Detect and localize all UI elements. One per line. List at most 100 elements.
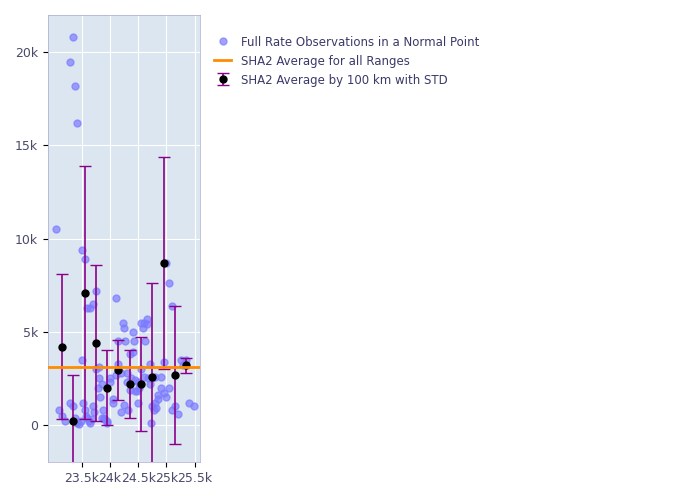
Full Rate Observations in a Normal Point xyxy=(88,402,99,410)
Full Rate Observations in a Normal Point xyxy=(104,378,116,386)
Full Rate Observations in a Normal Point xyxy=(148,406,160,414)
Full Rate Observations in a Normal Point xyxy=(124,350,135,358)
Full Rate Observations in a Normal Point xyxy=(153,395,164,403)
Full Rate Observations in a Normal Point xyxy=(71,419,83,427)
Full Rate Observations in a Normal Point xyxy=(128,337,139,345)
Full Rate Observations in a Normal Point xyxy=(69,414,80,422)
Full Rate Observations in a Normal Point xyxy=(76,246,88,254)
Full Rate Observations in a Normal Point xyxy=(85,419,96,427)
Full Rate Observations in a Normal Point xyxy=(147,402,158,410)
Full Rate Observations in a Normal Point xyxy=(130,388,141,396)
Full Rate Observations in a Normal Point xyxy=(121,378,132,386)
Full Rate Observations in a Normal Point xyxy=(107,395,118,403)
Full Rate Observations in a Normal Point xyxy=(104,374,116,382)
Full Rate Observations in a Normal Point xyxy=(90,365,101,373)
Full Rate Observations in a Normal Point xyxy=(83,418,94,426)
Full Rate Observations in a Normal Point xyxy=(132,378,144,386)
Full Rate Observations in a Normal Point xyxy=(68,402,79,410)
Full Rate Observations in a Normal Point xyxy=(178,362,189,370)
Full Rate Observations in a Normal Point xyxy=(169,402,181,410)
Full Rate Observations in a Normal Point xyxy=(130,376,141,384)
Full Rate Observations in a Normal Point xyxy=(113,360,124,368)
Full Rate Observations in a Normal Point xyxy=(147,374,158,382)
Full Rate Observations in a Normal Point xyxy=(134,384,145,392)
Full Rate Observations in a Normal Point xyxy=(137,324,148,332)
Full Rate Observations in a Normal Point xyxy=(167,406,178,414)
Full Rate Observations in a Normal Point xyxy=(57,412,68,420)
Full Rate Observations in a Normal Point xyxy=(60,418,71,426)
Full Rate Observations in a Normal Point xyxy=(155,372,167,380)
Full Rate Observations in a Normal Point xyxy=(144,360,155,368)
Full Rate Observations in a Normal Point xyxy=(69,82,80,90)
Full Rate Observations in a Normal Point xyxy=(164,384,175,392)
Full Rate Observations in a Normal Point xyxy=(71,418,82,426)
Full Rate Observations in a Normal Point xyxy=(93,363,104,371)
Full Rate Observations in a Normal Point xyxy=(74,420,85,428)
Full Rate Observations in a Normal Point xyxy=(155,384,167,392)
Full Rate Observations in a Normal Point xyxy=(161,259,172,267)
Full Rate Observations in a Normal Point xyxy=(102,419,113,427)
Full Rate Observations in a Normal Point xyxy=(65,398,76,406)
Full Rate Observations in a Normal Point xyxy=(85,304,96,312)
Full Rate Observations in a Normal Point xyxy=(121,369,132,377)
Full Rate Observations in a Normal Point xyxy=(99,414,110,422)
Full Rate Observations in a Normal Point xyxy=(92,384,103,392)
Full Rate Observations in a Normal Point xyxy=(113,337,124,345)
Full Rate Observations in a Normal Point xyxy=(127,348,138,356)
Full Rate Observations in a Normal Point xyxy=(99,416,110,424)
Full Rate Observations in a Normal Point xyxy=(172,410,183,418)
Full Rate Observations in a Normal Point xyxy=(122,406,134,414)
Full Rate Observations in a Normal Point xyxy=(150,404,162,412)
Full Rate Observations in a Normal Point xyxy=(107,398,118,406)
Full Rate Observations in a Normal Point xyxy=(77,398,88,406)
Full Rate Observations in a Normal Point xyxy=(139,337,150,345)
Full Rate Observations in a Normal Point xyxy=(141,315,153,323)
Full Rate Observations in a Normal Point xyxy=(132,398,144,406)
Full Rate Observations in a Normal Point xyxy=(96,414,107,422)
Full Rate Observations in a Normal Point xyxy=(145,419,156,427)
Full Rate Observations in a Normal Point xyxy=(68,34,79,42)
Full Rate Observations in a Normal Point xyxy=(118,400,130,408)
Full Rate Observations in a Normal Point xyxy=(75,418,86,426)
Full Rate Observations in a Normal Point xyxy=(161,393,172,401)
Full Rate Observations in a Normal Point xyxy=(143,374,154,382)
Full Rate Observations in a Normal Point xyxy=(120,337,131,345)
Full Rate Observations in a Normal Point xyxy=(150,398,161,406)
Full Rate Observations in a Normal Point xyxy=(135,365,146,373)
Full Rate Observations in a Normal Point xyxy=(94,393,106,401)
Full Rate Observations in a Normal Point xyxy=(150,372,161,380)
Full Rate Observations in a Normal Point xyxy=(139,372,150,380)
Full Rate Observations in a Normal Point xyxy=(88,300,99,308)
Full Rate Observations in a Normal Point xyxy=(80,412,92,420)
Full Rate Observations in a Normal Point xyxy=(93,374,104,382)
Full Rate Observations in a Normal Point xyxy=(71,119,83,127)
Full Rate Observations in a Normal Point xyxy=(82,414,93,422)
Full Rate Observations in a Normal Point xyxy=(50,226,62,234)
Full Rate Observations in a Normal Point xyxy=(89,408,100,416)
Full Rate Observations in a Normal Point xyxy=(158,390,169,398)
Full Rate Observations in a Normal Point xyxy=(126,374,137,382)
Full Rate Observations in a Normal Point xyxy=(158,358,169,366)
Full Rate Observations in a Normal Point xyxy=(102,418,113,426)
Full Rate Observations in a Normal Point xyxy=(175,356,186,364)
Full Rate Observations in a Normal Point xyxy=(135,318,146,326)
Full Rate Observations in a Normal Point xyxy=(82,304,93,312)
Full Rate Observations in a Normal Point xyxy=(96,380,107,388)
Full Rate Observations in a Normal Point xyxy=(116,369,127,377)
Full Rate Observations in a Normal Point xyxy=(118,318,129,326)
Full Rate Observations in a Normal Point xyxy=(141,320,153,328)
Full Rate Observations in a Normal Point xyxy=(144,380,155,388)
Full Rate Observations in a Normal Point xyxy=(90,287,101,295)
Full Rate Observations in a Normal Point xyxy=(53,406,64,414)
Full Rate Observations in a Normal Point xyxy=(65,58,76,66)
Full Rate Observations in a Normal Point xyxy=(76,356,88,364)
Full Rate Observations in a Normal Point xyxy=(181,356,192,364)
Full Rate Observations in a Normal Point xyxy=(110,370,121,378)
Full Rate Observations in a Normal Point xyxy=(97,406,108,414)
Full Rate Observations in a Normal Point xyxy=(116,408,127,416)
Full Rate Observations in a Normal Point xyxy=(153,391,164,399)
Full Rate Observations in a Normal Point xyxy=(139,318,150,326)
Full Rate Observations in a Normal Point xyxy=(188,402,199,410)
Full Rate Observations in a Normal Point xyxy=(86,416,97,424)
Full Rate Observations in a Normal Point xyxy=(110,294,121,302)
